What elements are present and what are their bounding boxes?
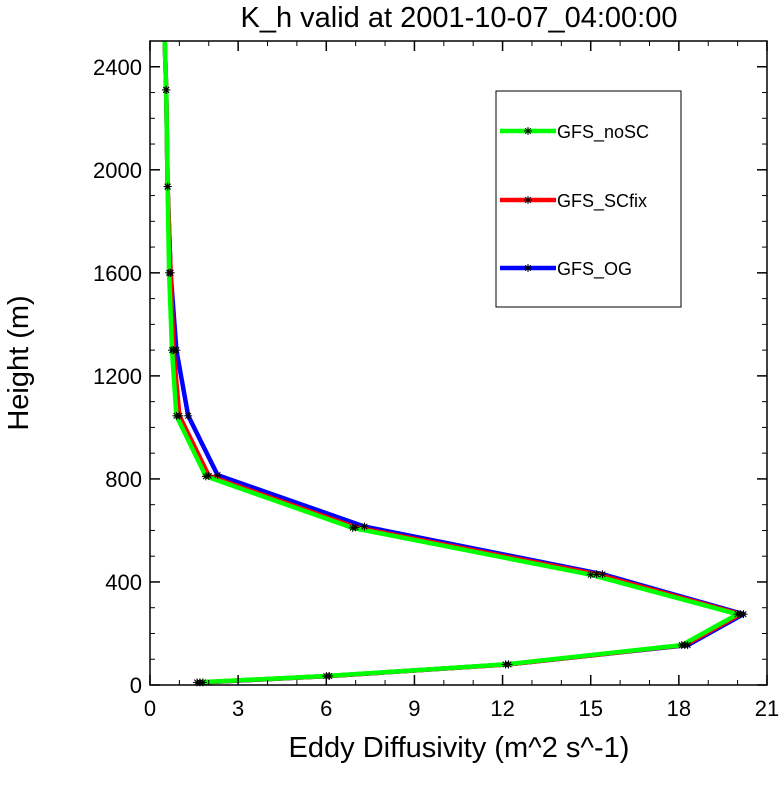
data-point [213, 471, 222, 480]
y-tick-label: 1600 [93, 261, 142, 286]
y-tick-label: 2000 [93, 158, 142, 183]
y-tick-label: 1200 [93, 364, 142, 389]
data-point [172, 411, 181, 420]
data-point [165, 268, 174, 277]
ticks-layer: 0 3 6 9 12 15 18 21 0 400 800 1200 1600 2000 2400 [93, 41, 779, 721]
data-point [733, 610, 742, 619]
x-tick-label: 9 [408, 696, 420, 721]
data-point [586, 570, 595, 579]
series-line-gfs-nosc [162, 40, 740, 685]
data-point [184, 411, 193, 420]
legend-marker [524, 196, 532, 204]
legend: GFS_noSC GFS_SCfix GFS_OG [495, 90, 682, 308]
x-tick-label: 3 [232, 696, 244, 721]
legend-item-gfs-scfix: GFS_SCfix [500, 191, 647, 212]
legend-marker [524, 264, 532, 272]
x-tick-label: 18 [667, 696, 691, 721]
data-point [360, 522, 369, 531]
data-point [677, 641, 686, 650]
legend-items: GFS_noSC GFS_SCfix GFS_OG [500, 122, 649, 280]
y-tick-label: 0 [130, 673, 142, 698]
x-tick-label: 6 [320, 696, 332, 721]
data-point [168, 346, 177, 355]
x-tick-label: 21 [755, 696, 779, 721]
x-axis-label: Eddy Diffusivity (m^2 s^-1) [289, 732, 630, 764]
data-point [348, 523, 357, 532]
y-tick-label: 2400 [93, 55, 142, 80]
y-tick-label: 400 [105, 570, 142, 595]
y-tick-label: 800 [105, 467, 142, 492]
x-tick-label: 0 [144, 696, 156, 721]
data-point [162, 85, 171, 94]
legend-item-gfs-og: GFS_OG [500, 259, 632, 280]
series-layer [162, 40, 748, 687]
legend-marker [524, 127, 532, 135]
data-point [201, 472, 210, 481]
legend-label: GFS_SCfix [557, 191, 647, 212]
data-point [501, 660, 510, 669]
legend-label: GFS_OG [557, 259, 632, 280]
x-tick-label: 12 [490, 696, 514, 721]
data-point [163, 182, 172, 191]
plot-frame [149, 40, 768, 686]
legend-item-gfs-nosc: GFS_noSC [500, 122, 649, 143]
x-tick-label: 15 [578, 696, 602, 721]
y-axis-label: Height (m) [3, 295, 35, 430]
data-point [592, 570, 601, 579]
series-markers-gfs-nosc [162, 85, 742, 687]
legend-label: GFS_noSC [557, 122, 649, 143]
chart-title: K_h valid at 2001-10-07_04:00:00 [241, 2, 678, 34]
